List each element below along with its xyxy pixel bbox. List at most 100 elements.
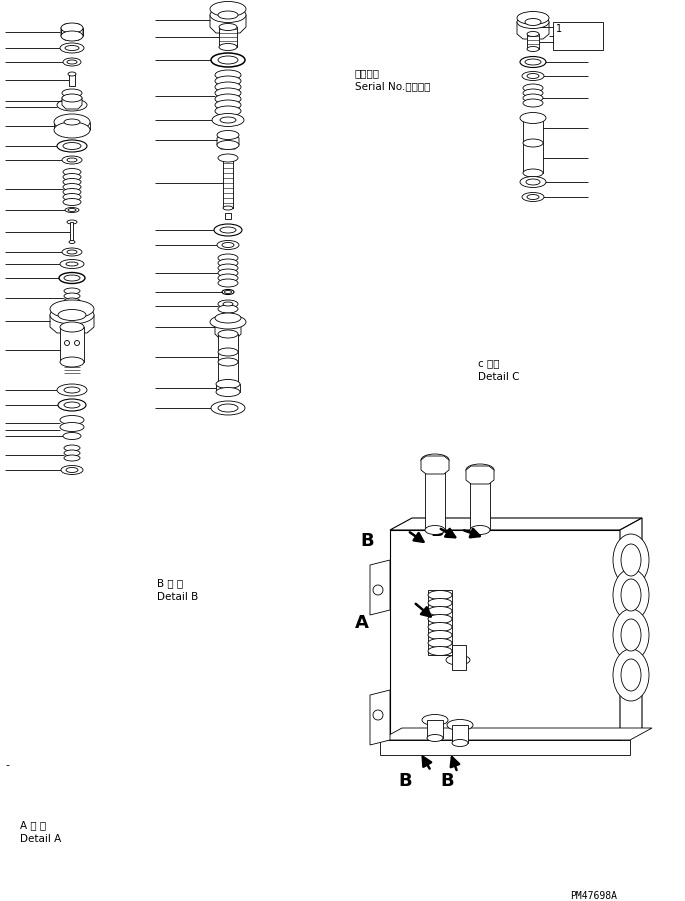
Ellipse shape — [218, 56, 238, 64]
Ellipse shape — [216, 387, 240, 396]
Ellipse shape — [67, 158, 77, 162]
Polygon shape — [217, 135, 239, 149]
Ellipse shape — [613, 569, 649, 621]
Ellipse shape — [428, 614, 452, 623]
Ellipse shape — [66, 468, 78, 472]
Ellipse shape — [65, 45, 79, 50]
Ellipse shape — [58, 310, 86, 321]
Ellipse shape — [218, 380, 238, 388]
Ellipse shape — [63, 432, 81, 440]
Ellipse shape — [50, 300, 94, 318]
Text: PM47698A: PM47698A — [570, 891, 617, 901]
Ellipse shape — [62, 156, 82, 164]
Ellipse shape — [210, 315, 246, 329]
Text: Detail C: Detail C — [478, 372, 519, 382]
Bar — [60, 327, 84, 362]
Polygon shape — [466, 466, 494, 484]
Ellipse shape — [63, 58, 81, 66]
Circle shape — [373, 585, 383, 595]
Bar — [425, 460, 445, 530]
Polygon shape — [210, 9, 246, 33]
Ellipse shape — [63, 184, 81, 190]
Ellipse shape — [218, 269, 238, 277]
Ellipse shape — [217, 131, 239, 140]
Ellipse shape — [57, 384, 87, 396]
Ellipse shape — [526, 179, 540, 185]
Ellipse shape — [613, 609, 649, 661]
Ellipse shape — [421, 454, 449, 466]
Ellipse shape — [225, 290, 232, 294]
Ellipse shape — [517, 15, 549, 29]
Ellipse shape — [60, 259, 84, 268]
Polygon shape — [62, 94, 82, 109]
Ellipse shape — [621, 619, 641, 651]
Ellipse shape — [523, 84, 543, 92]
Polygon shape — [620, 518, 642, 740]
Ellipse shape — [69, 241, 75, 243]
Text: Serial No.　・　〜: Serial No. ・ 〜 — [355, 81, 430, 91]
Ellipse shape — [215, 100, 241, 110]
Text: C: C — [470, 518, 483, 536]
Ellipse shape — [613, 534, 649, 586]
Bar — [390, 530, 620, 740]
Ellipse shape — [60, 43, 84, 53]
Ellipse shape — [60, 322, 84, 332]
Ellipse shape — [447, 720, 473, 731]
Ellipse shape — [621, 544, 641, 576]
Circle shape — [75, 341, 79, 345]
Ellipse shape — [68, 208, 76, 212]
Ellipse shape — [62, 94, 82, 102]
Polygon shape — [215, 318, 241, 339]
Ellipse shape — [470, 466, 490, 475]
Ellipse shape — [425, 456, 445, 465]
Ellipse shape — [218, 305, 238, 313]
Ellipse shape — [520, 57, 546, 68]
Ellipse shape — [527, 195, 539, 199]
Ellipse shape — [50, 306, 94, 324]
Ellipse shape — [621, 579, 641, 611]
Bar — [218, 334, 238, 384]
Bar — [69, 74, 75, 86]
Ellipse shape — [220, 227, 236, 233]
Ellipse shape — [215, 88, 241, 98]
Bar — [527, 34, 539, 49]
Text: B: B — [430, 522, 444, 540]
Ellipse shape — [223, 302, 233, 306]
Ellipse shape — [523, 99, 543, 107]
Polygon shape — [370, 690, 390, 745]
Ellipse shape — [523, 94, 543, 102]
Ellipse shape — [210, 7, 246, 23]
Ellipse shape — [427, 734, 443, 742]
Ellipse shape — [62, 248, 82, 256]
Ellipse shape — [215, 106, 241, 116]
Bar — [427, 720, 443, 738]
Polygon shape — [421, 456, 449, 474]
Ellipse shape — [61, 466, 83, 475]
Ellipse shape — [527, 74, 539, 78]
Ellipse shape — [428, 623, 452, 632]
Ellipse shape — [212, 114, 244, 126]
Ellipse shape — [428, 590, 452, 599]
Ellipse shape — [217, 141, 239, 150]
Ellipse shape — [67, 250, 77, 254]
Text: 1: 1 — [556, 24, 562, 34]
Ellipse shape — [523, 89, 543, 97]
Ellipse shape — [61, 31, 83, 41]
Ellipse shape — [61, 23, 83, 33]
Ellipse shape — [218, 254, 238, 262]
Ellipse shape — [428, 639, 452, 648]
Ellipse shape — [215, 82, 241, 92]
Ellipse shape — [218, 348, 238, 356]
Ellipse shape — [64, 445, 80, 451]
Bar — [216, 384, 240, 392]
Ellipse shape — [64, 402, 80, 408]
Ellipse shape — [470, 525, 490, 534]
Ellipse shape — [63, 198, 81, 205]
Ellipse shape — [54, 114, 90, 130]
Bar — [219, 27, 237, 47]
Bar — [523, 118, 543, 173]
Text: -: - — [5, 760, 9, 770]
Ellipse shape — [621, 659, 641, 691]
Bar — [452, 645, 466, 670]
Ellipse shape — [58, 399, 86, 411]
